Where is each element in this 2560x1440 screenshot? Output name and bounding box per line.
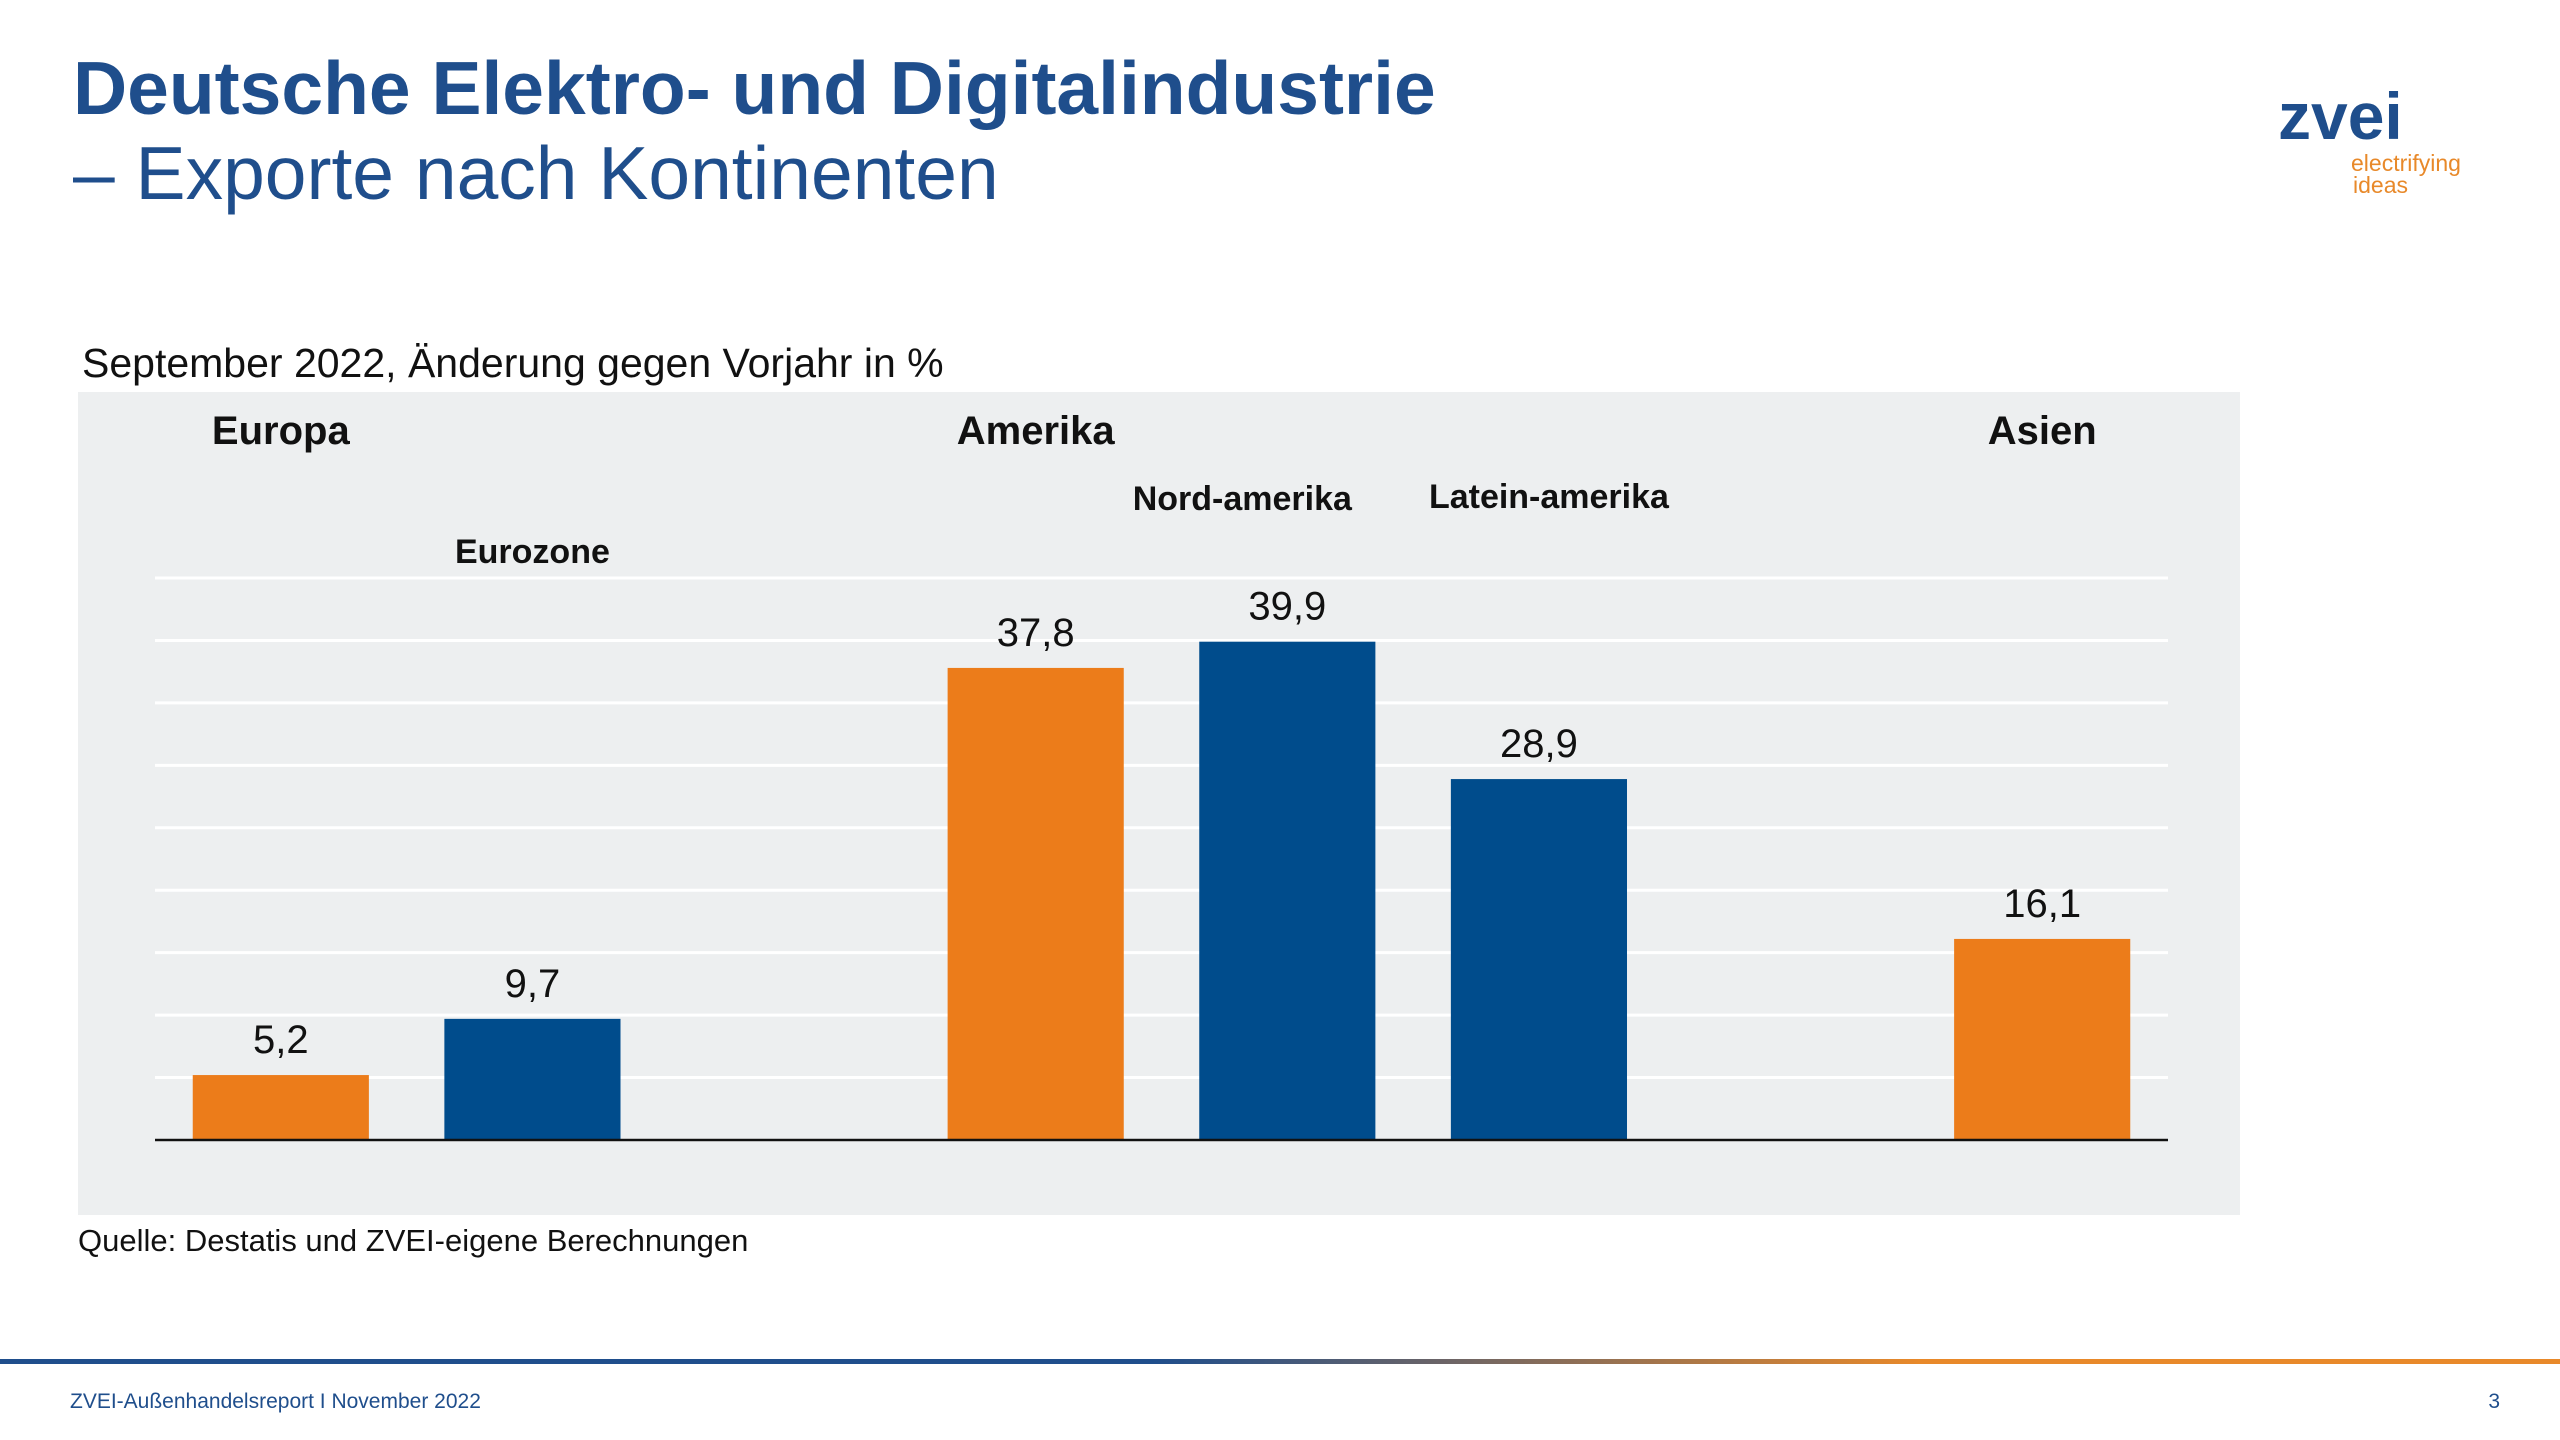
bar bbox=[947, 667, 1124, 1140]
bar bbox=[1199, 641, 1376, 1140]
page-number: 3 bbox=[2488, 1390, 2500, 1413]
value-label: 28,9 bbox=[1500, 722, 1578, 766]
bar bbox=[192, 1075, 369, 1140]
category-label: Amerika bbox=[957, 409, 1116, 453]
logo-tagline: ideas bbox=[2353, 172, 2408, 198]
category-label: Eurozone bbox=[455, 533, 610, 571]
bar bbox=[1450, 779, 1628, 1140]
bar bbox=[444, 1018, 621, 1140]
category-label: Latein-amerika bbox=[1429, 478, 1670, 516]
category-label: Europa bbox=[212, 409, 351, 453]
plot: Europa 5,2 Eurozone 9,7 Amerika 37,8 Nord-amer… bbox=[155, 409, 2168, 1142]
footer-line bbox=[0, 1359, 2560, 1364]
bar bbox=[1954, 938, 2131, 1140]
slide-subtitle: – Exporte nach Kontinenten bbox=[73, 131, 999, 215]
chart-title: September 2022, Änderung gegen Vorjahr i… bbox=[82, 340, 944, 386]
slide-title: Deutsche Elektro- und Digitalindustrie bbox=[73, 46, 1436, 130]
logo-tagline: electrifying bbox=[2351, 150, 2461, 176]
category-label: Nord-amerika bbox=[1133, 480, 1353, 518]
footer-text: ZVEI-Außenhandelsreport I November 2022 bbox=[70, 1390, 481, 1413]
value-label: 5,2 bbox=[253, 1018, 309, 1062]
logo-name: zvei bbox=[2278, 79, 2403, 153]
category-label: Asien bbox=[1988, 409, 2097, 453]
value-label: 39,9 bbox=[1248, 585, 1326, 629]
value-label: 16,1 bbox=[2003, 882, 2081, 926]
source: Quelle: Destatis und ZVEI-eigene Berechn… bbox=[78, 1223, 748, 1258]
value-label: 37,8 bbox=[997, 611, 1075, 655]
value-label: 9,7 bbox=[505, 962, 561, 1006]
